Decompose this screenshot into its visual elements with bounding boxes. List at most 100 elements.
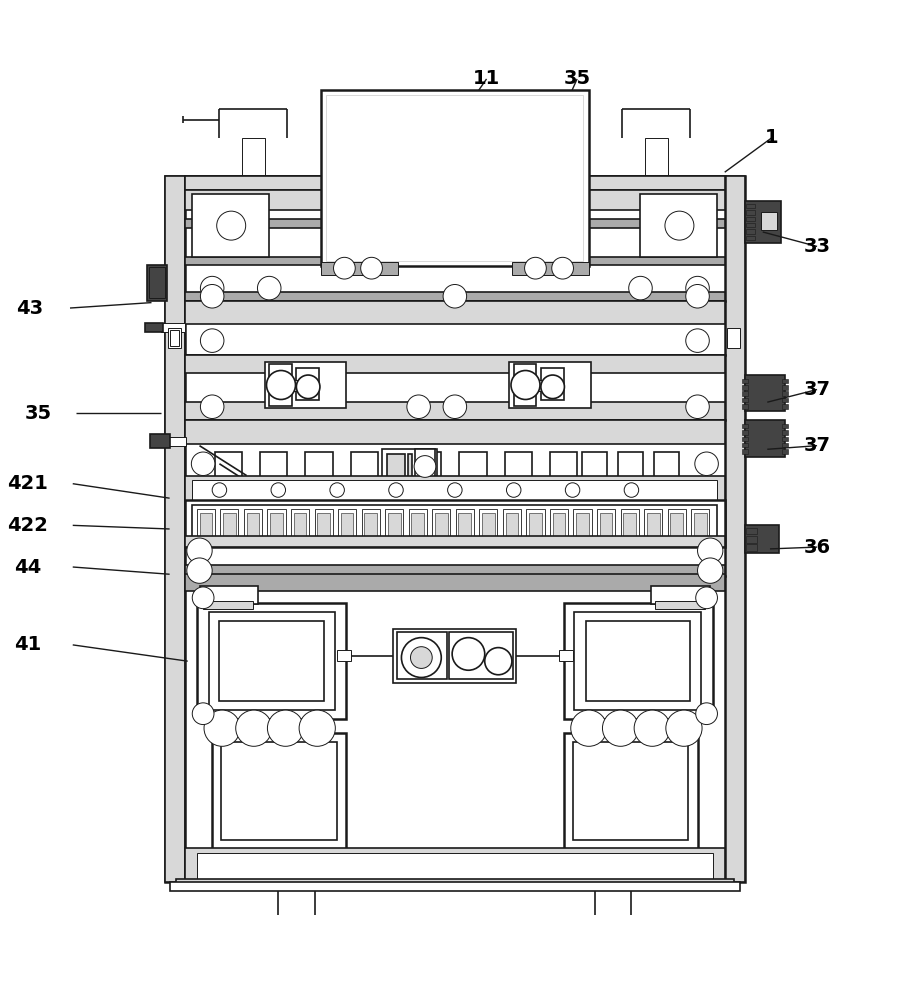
Bar — [647, 513, 660, 538]
Bar — [746, 210, 755, 215]
Circle shape — [634, 710, 670, 746]
Bar — [185, 219, 724, 228]
Bar — [409, 509, 427, 541]
Circle shape — [685, 284, 709, 308]
Bar — [246, 513, 259, 538]
Circle shape — [200, 276, 224, 300]
Circle shape — [695, 703, 717, 725]
Bar — [458, 513, 471, 538]
Bar — [504, 452, 532, 477]
Bar — [742, 385, 748, 390]
Circle shape — [443, 284, 466, 308]
Bar — [294, 513, 306, 538]
Circle shape — [541, 375, 564, 399]
Bar — [338, 509, 356, 541]
Bar — [199, 513, 212, 538]
Text: 11: 11 — [473, 69, 500, 88]
Circle shape — [212, 483, 226, 497]
Bar — [744, 375, 785, 411]
Bar — [408, 454, 413, 479]
Bar — [597, 509, 615, 541]
Circle shape — [524, 257, 546, 279]
Bar — [215, 452, 242, 477]
Text: 41: 41 — [14, 635, 41, 654]
Circle shape — [296, 375, 320, 399]
Bar — [185, 257, 724, 265]
Text: 37: 37 — [804, 380, 831, 399]
Bar — [185, 565, 724, 576]
Bar — [185, 176, 724, 301]
Bar — [534, 380, 544, 391]
Bar — [742, 404, 748, 409]
Bar — [161, 323, 185, 332]
Bar — [185, 355, 724, 373]
Bar — [573, 742, 688, 840]
Bar — [782, 424, 788, 428]
Bar — [782, 404, 788, 409]
Bar — [742, 430, 748, 435]
Bar — [529, 513, 542, 538]
Bar — [244, 509, 262, 541]
Circle shape — [447, 483, 462, 497]
Bar — [326, 95, 584, 261]
Bar — [185, 301, 724, 355]
Text: 1: 1 — [765, 128, 779, 147]
Bar — [291, 509, 309, 541]
Circle shape — [389, 483, 404, 497]
Bar — [449, 632, 513, 679]
Bar — [559, 650, 573, 661]
Bar — [265, 362, 346, 408]
Bar — [351, 452, 378, 477]
Bar — [782, 379, 788, 383]
Bar — [185, 500, 724, 547]
Circle shape — [695, 587, 717, 609]
Bar — [185, 420, 724, 444]
Bar — [185, 848, 724, 882]
Bar — [260, 452, 287, 477]
Bar — [746, 217, 755, 221]
Bar — [317, 513, 330, 538]
Circle shape — [411, 647, 432, 668]
Text: 43: 43 — [15, 299, 43, 318]
Circle shape — [443, 395, 466, 419]
Bar — [212, 733, 346, 849]
Bar — [782, 443, 788, 447]
Bar — [193, 480, 717, 500]
Bar — [624, 513, 636, 538]
Bar — [365, 513, 377, 538]
Circle shape — [330, 483, 345, 497]
Bar — [185, 576, 724, 882]
Circle shape — [511, 371, 540, 399]
Bar — [219, 621, 324, 701]
Bar — [185, 190, 724, 210]
Text: 35: 35 — [564, 69, 591, 88]
Bar — [742, 437, 748, 441]
Bar — [782, 430, 788, 435]
Bar — [574, 509, 592, 541]
Bar — [193, 194, 269, 257]
Bar — [165, 176, 744, 882]
Circle shape — [334, 257, 355, 279]
Bar — [479, 509, 497, 541]
Circle shape — [452, 638, 484, 670]
Bar — [199, 586, 258, 604]
Bar — [185, 292, 724, 301]
Bar — [196, 603, 346, 719]
Bar — [782, 437, 788, 441]
Text: 422: 422 — [7, 516, 48, 535]
Bar — [165, 176, 185, 882]
Bar — [742, 424, 748, 428]
Circle shape — [266, 371, 295, 399]
Bar — [526, 509, 544, 541]
Circle shape — [603, 710, 639, 746]
Bar — [553, 513, 565, 538]
Circle shape — [694, 452, 718, 476]
Bar — [455, 509, 474, 541]
Bar — [744, 525, 779, 553]
Circle shape — [187, 538, 212, 563]
Bar — [415, 449, 435, 484]
Bar — [185, 476, 724, 502]
Bar — [742, 443, 748, 447]
Bar — [746, 229, 755, 234]
Bar — [387, 454, 405, 479]
